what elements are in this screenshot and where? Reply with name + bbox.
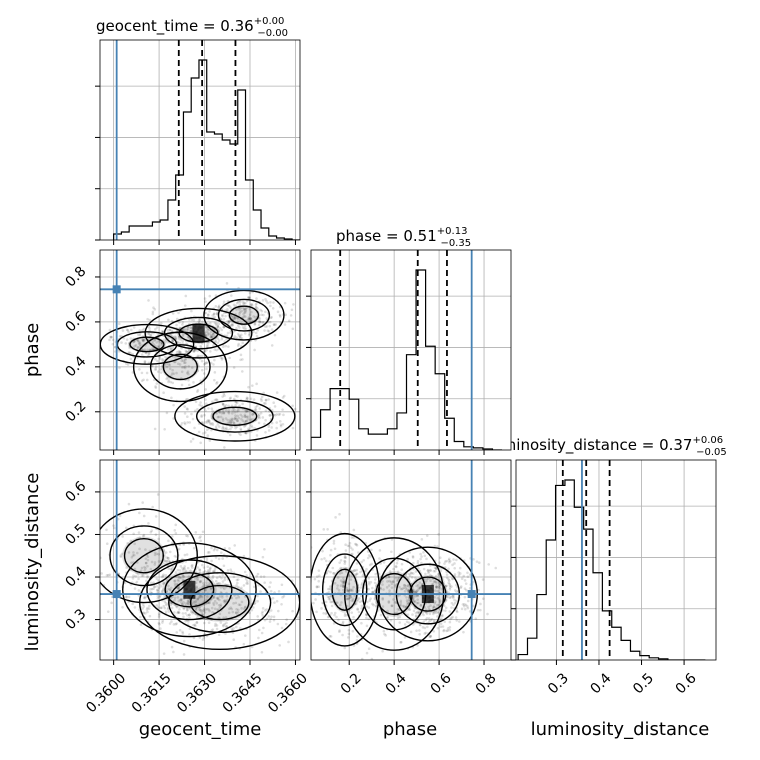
contour-4: [132, 331, 228, 403]
contour-1: [129, 336, 165, 353]
contour-2: [123, 538, 165, 574]
histogram-geocent_time: [113, 59, 300, 240]
contour-2: [203, 289, 285, 341]
contour-4: [149, 344, 211, 390]
panel-phase-phase: [306, 249, 512, 455]
contour-2: [109, 525, 179, 587]
contour-0: [144, 307, 253, 359]
contour-0: [164, 572, 215, 608]
histogram-luminosity_distance: [517, 479, 706, 660]
ytick-label-phase: 0.8: [62, 263, 89, 290]
ytick-label-luminosity_distance: 0.4: [62, 563, 89, 590]
xtick-label-phase: 0.4: [383, 670, 410, 697]
xtick-label-geocent_time: 0.3615: [129, 670, 175, 716]
panel-frame: [99, 459, 301, 661]
truth-marker: [467, 590, 476, 599]
contour-0: [146, 559, 233, 621]
contour-2: [228, 305, 260, 325]
ylabel-luminosity-distance: luminosity_distance: [22, 473, 43, 652]
panel-frame: [99, 39, 301, 241]
panel-luminosity_distance-luminosity_distance: 0.3 0.4 0.5 0.6: [511, 459, 717, 697]
xtick-label-luminosity_distance: 0.3: [545, 670, 572, 697]
panel-frame: [99, 249, 301, 451]
contour-3: [174, 390, 296, 442]
density-peak: [183, 580, 196, 599]
xlabel-phase: phase: [383, 719, 437, 740]
panel-geocent_time-geocent_time: [95, 39, 301, 245]
contour-2: [217, 298, 271, 332]
ylabel-phase: phase: [22, 323, 43, 377]
contour-0: [122, 542, 257, 638]
title-luminosity-distance: luminosity_distance = 0.37+0.06 −0.05: [488, 435, 727, 458]
xtick-label-geocent_time: 0.3645: [220, 670, 266, 716]
ytick-label-luminosity_distance: 0.6: [62, 478, 89, 505]
xtick-label-phase: 0.2: [338, 670, 365, 697]
contour-2: [100, 508, 198, 604]
xtick-label-phase: 0.8: [473, 670, 500, 697]
title-phase: phase = 0.51+0.13 −0.35: [336, 226, 471, 249]
xtick-label-geocent_time: 0.3660: [265, 670, 311, 716]
contour-1: [321, 553, 368, 627]
xtick-label-geocent_time: 0.3600: [83, 670, 129, 716]
xtick-label-phase: 0.6: [428, 670, 455, 697]
panel-luminosity_distance-geocent_time: 0.3 0.4 0.5 0.6 0.3600 0.3615 0.3630 0.3645 0.36…: [62, 459, 311, 716]
contour-1: [331, 568, 358, 611]
contour-1: [168, 572, 272, 634]
panel-frame: [310, 459, 512, 661]
panel-frame: [515, 459, 717, 661]
ytick-label-luminosity_distance: 0.3: [62, 606, 89, 633]
contour-1: [189, 584, 250, 621]
contour-4: [162, 353, 198, 381]
histogram-phase: [311, 269, 503, 450]
ytick-label-phase: 0.6: [62, 308, 89, 335]
contour-3: [212, 406, 258, 426]
xtick-label-luminosity_distance: 0.6: [673, 670, 700, 697]
xtick-label-geocent_time: 0.3630: [174, 670, 220, 716]
panel-frame: [310, 249, 512, 451]
xtick-label-luminosity_distance: 0.5: [630, 670, 657, 697]
scatter-points: [100, 493, 300, 656]
truth-marker: [112, 590, 121, 599]
xlabel-geocent-time: geocent_time: [139, 719, 262, 740]
contour-1: [311, 532, 381, 647]
ytick-label-phase: 0.2: [62, 398, 89, 425]
panel-phase-geocent_time: 0.2 0.4 0.6 0.8: [62, 249, 301, 455]
panel-luminosity_distance-phase: 0.2 0.4 0.6 0.8: [306, 459, 512, 697]
xtick-label-luminosity_distance: 0.4: [588, 670, 615, 697]
ytick-label-phase: 0.4: [62, 353, 89, 380]
xlabel-luminosity-distance: luminosity_distance: [531, 719, 710, 740]
contour-3: [195, 399, 274, 433]
ytick-label-luminosity_distance: 0.5: [62, 521, 89, 548]
title-geocent-time: geocent_time = 0.36+0.00 −0.00: [96, 16, 288, 39]
density-peak: [192, 324, 205, 343]
truth-marker: [112, 285, 121, 294]
